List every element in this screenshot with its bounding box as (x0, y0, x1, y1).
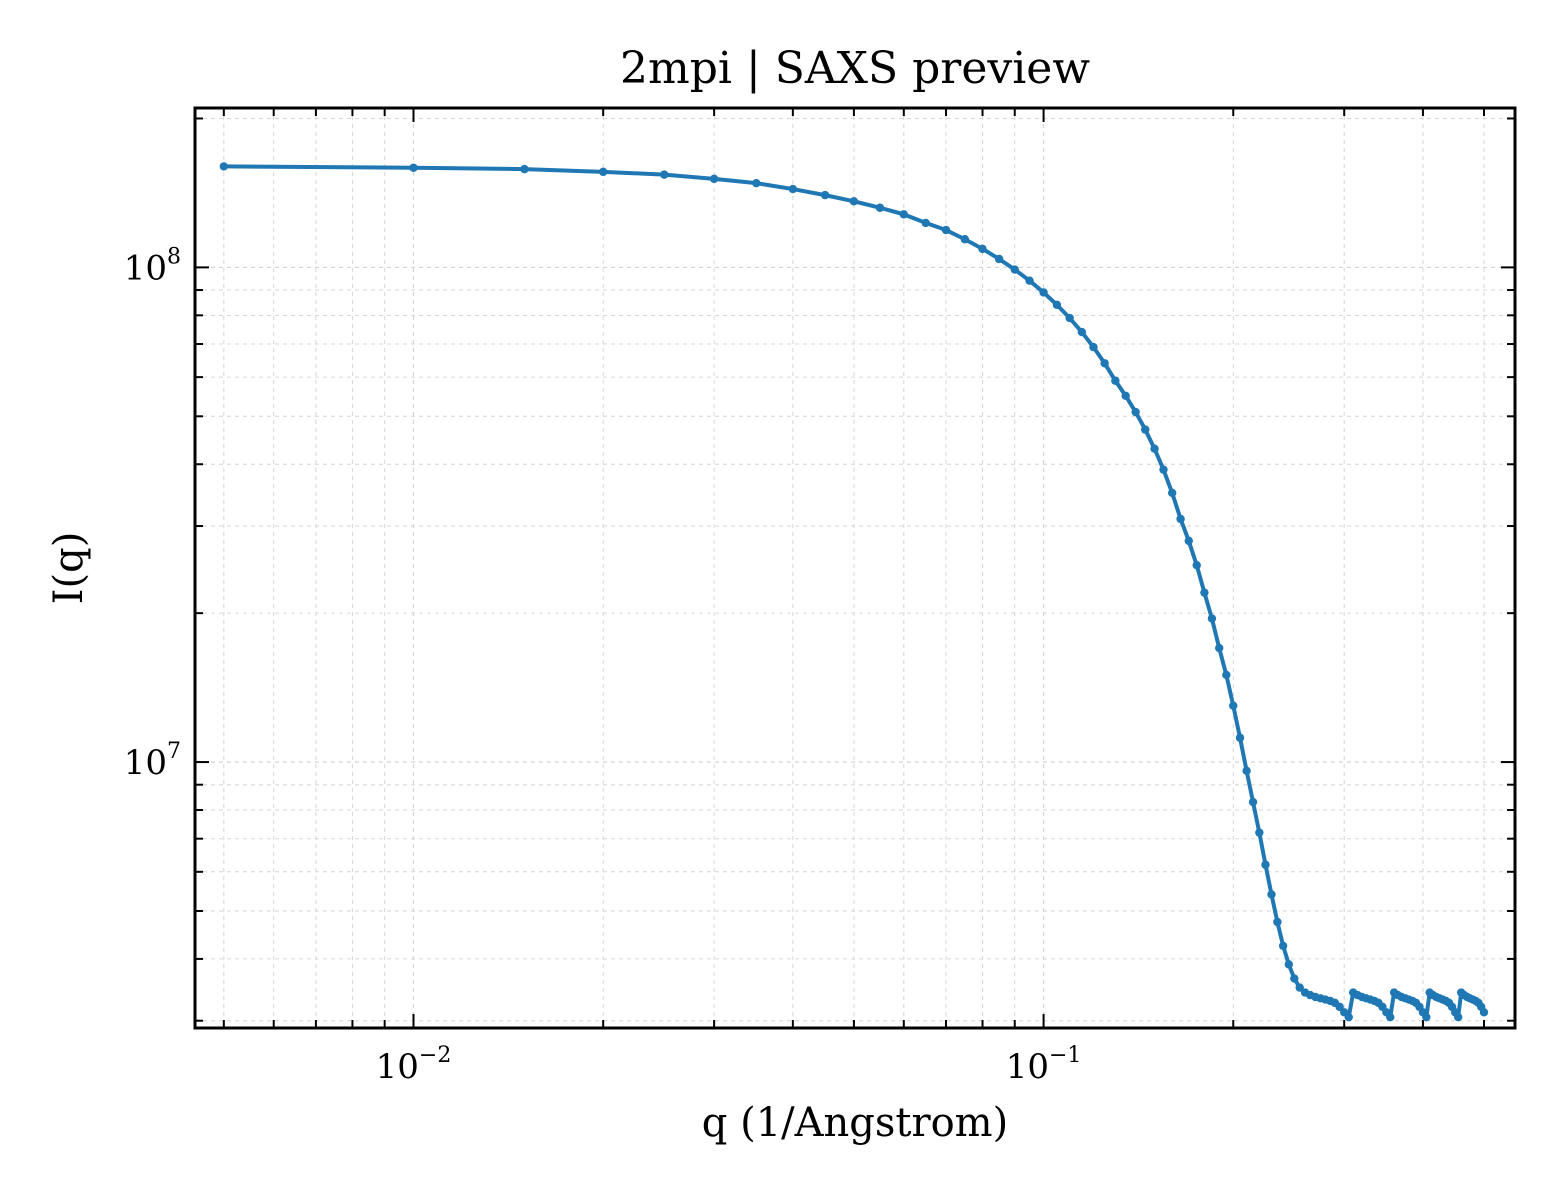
data-point (1100, 359, 1109, 368)
data-point (1039, 288, 1048, 297)
data-point (1242, 766, 1251, 776)
data-point (409, 163, 418, 172)
data-point (219, 162, 229, 171)
y-axis-label: I(q) (46, 532, 92, 605)
data-point (978, 244, 987, 254)
data-point (1176, 514, 1185, 524)
data-point (1261, 860, 1270, 869)
data-point (1200, 588, 1209, 597)
data-point (1255, 828, 1264, 837)
axis-ticks (195, 108, 1515, 1028)
data-point (709, 174, 719, 184)
data-point (960, 235, 970, 244)
data-point (660, 170, 669, 179)
data-point (1422, 1012, 1431, 1022)
data-point (1131, 407, 1140, 417)
tick-labels: 10−2 10−1 107 108 (124, 244, 1082, 1087)
data-point (875, 203, 885, 212)
data-point (1479, 1008, 1489, 1017)
plot-frame (193, 106, 1517, 1030)
data-point (1192, 561, 1201, 570)
data-point (1295, 983, 1304, 992)
data-point (788, 184, 798, 194)
data-point (1386, 1012, 1395, 1022)
data-point (520, 164, 529, 174)
data-point (1235, 733, 1245, 742)
data-point (1215, 643, 1224, 653)
data-point (1290, 974, 1299, 983)
data-point (1025, 276, 1034, 285)
data-point (1010, 265, 1019, 274)
data-point (1344, 1012, 1353, 1022)
x-tick-label: 10−1 (1006, 1043, 1082, 1087)
data-point (1065, 313, 1074, 323)
chart-title: 2mpi | SAXS preview (620, 43, 1090, 94)
series-layer (219, 162, 1489, 1022)
data-point (1222, 670, 1231, 680)
y-tick-label: 107 (124, 739, 181, 783)
data-point (1248, 797, 1258, 807)
data-point (1121, 391, 1130, 401)
data-point (1453, 1012, 1463, 1022)
data-point (1207, 614, 1217, 623)
data-point (1150, 444, 1159, 453)
data-point (1111, 376, 1120, 385)
data-point (598, 167, 608, 177)
data-point (1284, 960, 1293, 969)
data-point (1167, 488, 1177, 498)
data-point (1141, 425, 1150, 434)
data-point (1273, 917, 1282, 927)
data-point (994, 254, 1004, 264)
data-point (1184, 536, 1193, 546)
data-point (1077, 327, 1087, 337)
data-point (1267, 890, 1276, 899)
data-point (1278, 941, 1288, 951)
data-point (849, 197, 859, 206)
data-point (921, 218, 930, 228)
data-point (1089, 342, 1098, 352)
data-point (1159, 465, 1168, 474)
y-tick-label: 108 (124, 244, 181, 288)
data-point (1052, 300, 1062, 310)
data-point (752, 178, 761, 188)
x-axis-label: q (1/Angstrom) (702, 1100, 1008, 1146)
x-tick-label: 10−2 (376, 1043, 452, 1087)
data-point (899, 210, 908, 219)
data-point (1229, 701, 1238, 710)
grid (195, 108, 1515, 1028)
data-point (941, 225, 951, 235)
data-point (820, 190, 830, 200)
